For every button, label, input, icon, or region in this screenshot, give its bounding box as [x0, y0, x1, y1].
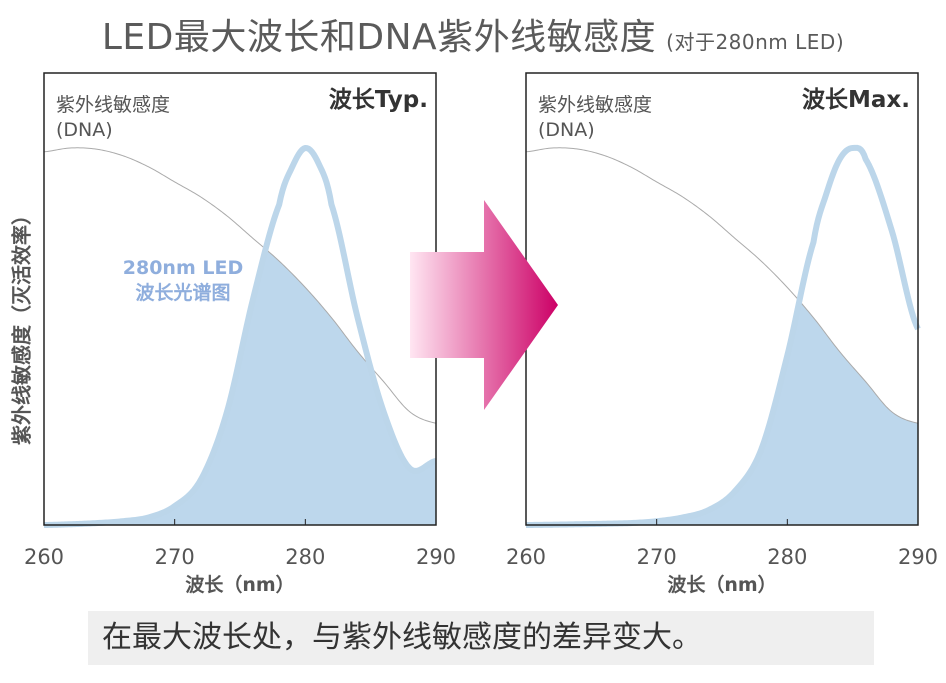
x-tick-label: 280 [285, 545, 325, 569]
led-spectrum-line [524, 144, 921, 528]
x-tick-label: 280 [767, 545, 807, 569]
x-axis-title: 波长（nm） [667, 573, 776, 596]
x-tick-label: 270 [637, 545, 677, 569]
x-axis-title: 波长（nm） [185, 573, 294, 596]
dna-sensitivity-line [525, 147, 919, 424]
title-subtitle: (对于280nm LED) [666, 30, 845, 54]
overlap-area [526, 302, 918, 525]
led-annotation: 280nm LED [123, 257, 243, 279]
dna-series-label: 紫外线敏感度 [538, 94, 652, 116]
x-tick-label: 270 [155, 545, 195, 569]
overlap-area [44, 249, 436, 526]
led-spectrum-line [42, 145, 438, 528]
corner-label: 波长Max. [802, 87, 910, 113]
x-tick-label: 260 [506, 545, 546, 569]
x-tick-label: 290 [898, 545, 938, 569]
title-text: LED最大波长和DNA紫外线敏感度 [101, 17, 657, 58]
dna-series-label: (DNA) [538, 119, 595, 141]
corner-label: 波长Typ. [329, 87, 428, 113]
x-tick-label: 260 [24, 545, 64, 569]
chart-title: LED最大波长和DNA紫外线敏感度 (对于280nm LED) [0, 8, 946, 60]
panel-typ: 260 270 280 290 波长（nm） 波长Typ. 紫外线敏感度 (DNA) 280nm… [24, 72, 456, 596]
led-annotation: 波长光谱图 [135, 281, 230, 304]
transition-arrow [410, 200, 558, 410]
x-tick-label: 290 [416, 545, 456, 569]
dna-series-label: (DNA) [56, 119, 113, 141]
dna-series-label: 紫外线敏感度 [56, 94, 170, 116]
panel-max: 260 270 280 290 波长（nm） 波长Max. 紫外线敏感度 (DNA) [506, 72, 938, 596]
caption-text: 在最大波长处，与紫外线敏感度的差异变大。 [102, 620, 702, 655]
caption-box: 在最大波长处，与紫外线敏感度的差异变大。 [88, 611, 874, 665]
